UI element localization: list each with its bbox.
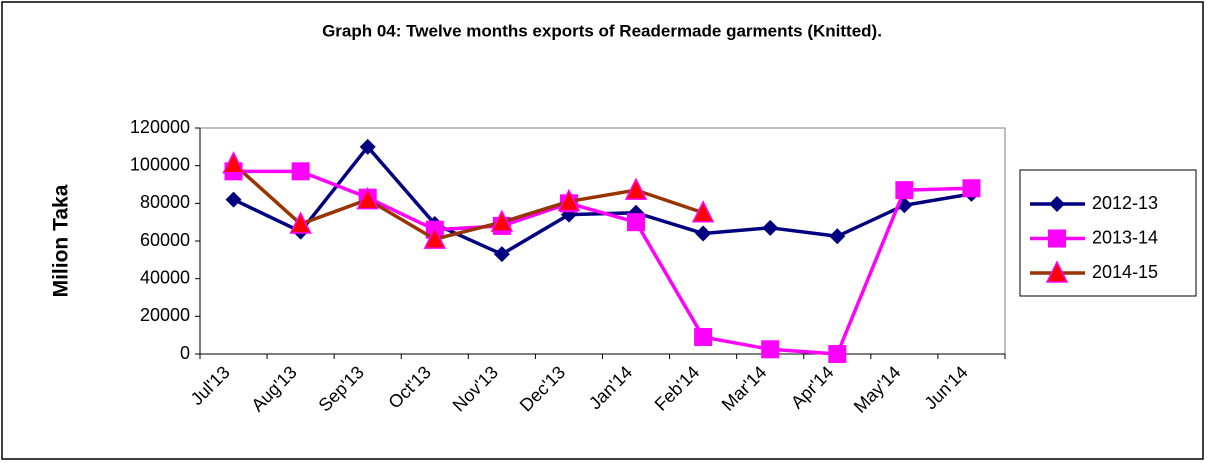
marker-square [828,345,847,363]
marker-triangle [1045,260,1069,283]
marker-diamond [225,191,242,208]
marker-diamond [829,228,846,245]
legend-label: 2014-15 [1092,262,1158,282]
marker-triangle [356,186,379,210]
y-axis-title: Milion Taka [50,184,73,297]
marker-square [962,179,981,198]
y-tick-label: 120000 [130,117,190,137]
marker-triangle [289,211,312,234]
y-tick-label: 80000 [140,192,190,212]
marker-diamond [359,138,376,155]
marker-triangle [624,177,648,200]
marker-square [627,213,646,232]
y-tick-label: 0 [180,343,190,363]
marker-triangle [557,188,581,212]
legend-label: 2013-14 [1092,227,1158,247]
marker-square [291,162,310,181]
legend-label: 2012-13 [1092,193,1158,213]
marker-triangle [490,209,514,232]
marker-diamond [1049,196,1065,212]
marker-diamond [762,219,779,236]
series-line [232,162,704,241]
marker-square [694,328,713,347]
y-tick-label: 20000 [140,305,190,325]
marker-triangle [423,226,447,249]
series-line [233,169,972,356]
marker-triangle [691,200,715,223]
chart-title: Graph 04: Twelve months exports of Reade… [322,21,882,40]
marker-square [761,340,780,359]
marker-square [895,181,914,200]
marker-square [1048,229,1066,248]
y-tick-label: 100000 [130,154,190,174]
marker-triangle [222,151,245,174]
marker-diamond [493,246,510,263]
marker-diamond [695,225,712,242]
y-tick-label: 60000 [140,230,190,250]
y-tick-label: 40000 [140,267,190,287]
